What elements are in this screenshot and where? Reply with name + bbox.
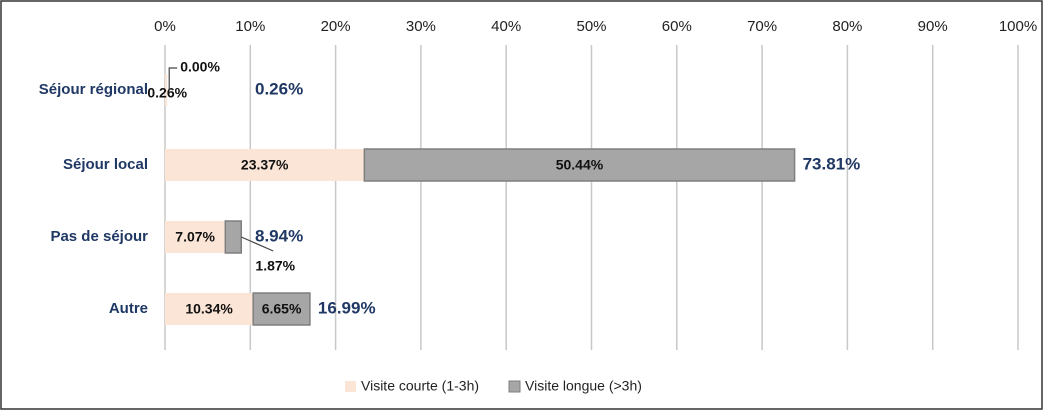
x-tick-label: 90% bbox=[918, 18, 948, 35]
leader-line bbox=[241, 236, 274, 252]
legend-label: Visite longue (>3h) bbox=[525, 378, 642, 394]
category-label: Autre bbox=[109, 300, 148, 317]
leader-line bbox=[168, 67, 178, 90]
total-label: 73.81% bbox=[803, 154, 861, 173]
data-label: 1.87% bbox=[255, 258, 295, 274]
x-tick-label: 30% bbox=[406, 18, 436, 35]
legend-swatch bbox=[345, 381, 356, 392]
data-label: 10.34% bbox=[185, 301, 233, 317]
data-label: 50.44% bbox=[556, 157, 604, 173]
x-tick-label: 40% bbox=[491, 18, 521, 35]
x-tick-label: 20% bbox=[321, 18, 351, 35]
total-label: 8.94% bbox=[255, 226, 303, 245]
bar-segment bbox=[252, 292, 311, 326]
data-label: 7.07% bbox=[175, 229, 215, 245]
data-label: 0.00% bbox=[180, 59, 220, 75]
bar-segment bbox=[165, 149, 365, 181]
x-tick-label: 10% bbox=[235, 18, 265, 35]
legend-swatch bbox=[508, 380, 521, 393]
total-label: 16.99% bbox=[318, 298, 376, 317]
x-tick-label: 70% bbox=[747, 18, 777, 35]
x-tick-label: 50% bbox=[576, 18, 606, 35]
bar-segment bbox=[363, 148, 796, 182]
legend-label: Visite courte (1-3h) bbox=[361, 378, 479, 394]
data-label: 23.37% bbox=[241, 157, 289, 173]
bar-segment bbox=[165, 221, 226, 253]
x-tick-label: 60% bbox=[662, 18, 692, 35]
bar-segment bbox=[165, 293, 254, 325]
bar-segment bbox=[165, 74, 168, 106]
x-tick-label: 100% bbox=[999, 18, 1037, 35]
x-tick-label: 0% bbox=[154, 18, 176, 35]
bar-segment bbox=[224, 220, 243, 254]
total-label: 0.26% bbox=[255, 79, 303, 98]
data-label: 6.65% bbox=[262, 301, 302, 317]
category-label: Séjour régional bbox=[39, 81, 148, 98]
category-label: Pas de séjour bbox=[50, 228, 148, 245]
data-label: 0.26% bbox=[147, 85, 187, 101]
x-tick-label: 80% bbox=[832, 18, 862, 35]
category-label: Séjour local bbox=[63, 156, 148, 173]
